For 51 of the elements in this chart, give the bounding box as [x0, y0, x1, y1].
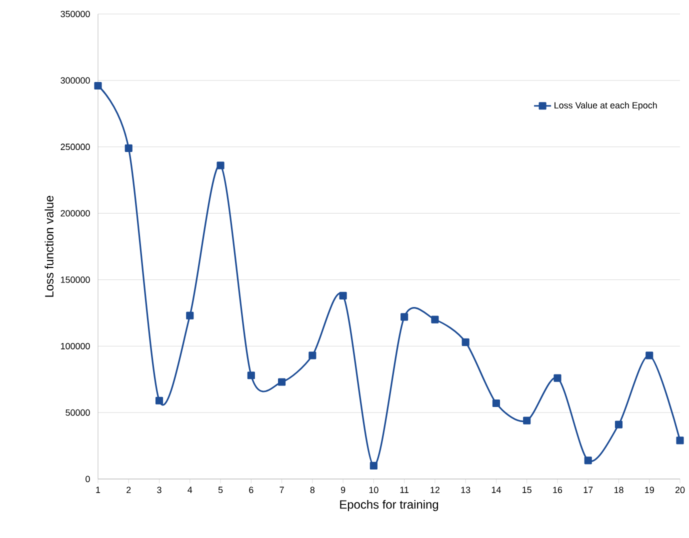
point	[431, 316, 439, 324]
point	[462, 338, 470, 346]
point	[155, 396, 164, 404]
x-tick-label: 17	[584, 486, 593, 493]
x-tick-label: 14	[492, 486, 501, 493]
legend-label: Loss Value at each Epoch	[554, 102, 657, 110]
point	[308, 352, 316, 360]
point	[370, 462, 378, 470]
point	[186, 312, 194, 320]
y-tick-label: 350000	[60, 10, 90, 18]
x-tick-label: 6	[249, 486, 254, 494]
x-tick-label: 4	[188, 486, 192, 493]
y-tick-label: 250000	[60, 144, 90, 150]
point	[492, 399, 500, 408]
point	[554, 374, 562, 382]
x-tick-label: 15	[522, 486, 532, 494]
y-tick-label: 50000	[66, 409, 90, 416]
point	[216, 162, 224, 170]
x-tick-label: 10	[369, 486, 378, 494]
x-tick-label: 2	[126, 486, 131, 494]
x-tick-label: 20	[675, 486, 685, 494]
x-axis-title: Epochs for training	[340, 500, 438, 512]
y-tick-label: 150000	[60, 276, 90, 283]
y-tick-label: 100000	[60, 342, 90, 350]
point	[400, 313, 408, 321]
x-tick-label: 13	[461, 486, 470, 494]
x-tick-label: 18	[614, 486, 624, 494]
point	[523, 416, 531, 424]
point	[646, 352, 654, 360]
x-tick-label: 12	[430, 486, 440, 494]
point	[94, 82, 102, 90]
x-tick-label: 3	[157, 486, 162, 494]
x-tick-label: 9	[340, 486, 346, 494]
point	[339, 292, 347, 300]
y-tick-label: 0	[86, 476, 90, 482]
x-tick-label: 19	[645, 486, 654, 494]
y-tick-label: 300000	[60, 77, 90, 84]
point	[676, 436, 684, 444]
x-tick-label: 11	[400, 486, 409, 493]
point	[278, 378, 286, 386]
x-tick-label: 5	[218, 486, 223, 494]
x-tick-label: 7	[280, 486, 284, 493]
point	[584, 456, 592, 464]
y-axis-title: Loss function value	[44, 196, 54, 297]
point	[247, 372, 255, 380]
y-tick-label: 200000	[60, 210, 90, 216]
x-tick-label: 1	[96, 486, 100, 493]
point	[124, 144, 132, 152]
x-tick-label: 8	[310, 486, 315, 494]
point	[614, 420, 623, 428]
x-tick-label: 16	[553, 486, 562, 494]
